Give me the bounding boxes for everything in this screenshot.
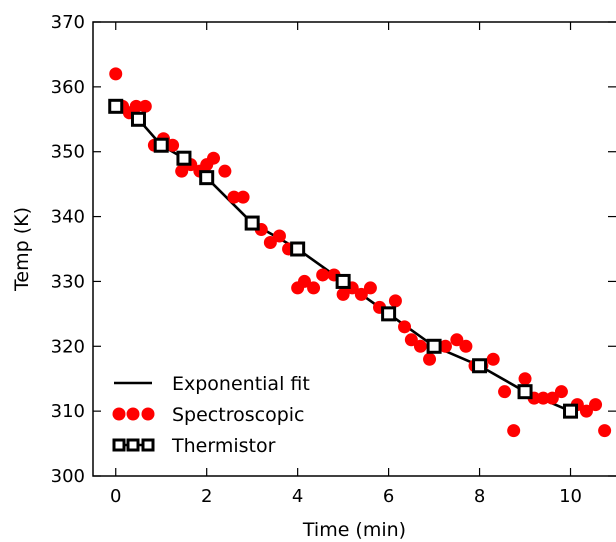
- y-axis-label: Temp (K): [11, 207, 33, 292]
- thermistor-point: [517, 384, 533, 400]
- spectroscopic-point: [307, 281, 321, 295]
- y-tick-label: 330: [51, 271, 85, 292]
- spectroscopic-point: [272, 229, 286, 243]
- thermistor-point: [108, 98, 124, 114]
- spectroscopic-point: [175, 164, 189, 178]
- spectroscopic-point: [507, 424, 521, 438]
- thermistor-point: [563, 403, 579, 419]
- legend-square-swatch: [126, 438, 140, 452]
- spectroscopic-point: [138, 99, 152, 113]
- spectroscopic-point: [218, 164, 232, 178]
- spectroscopic-point: [486, 352, 500, 366]
- legend-dot-swatch: [126, 407, 140, 421]
- thermistor-point: [244, 215, 260, 231]
- spectroscopic-point: [263, 236, 277, 250]
- spectroscopic-point: [227, 190, 241, 204]
- spectroscopic-point: [554, 385, 568, 399]
- y-tick-label: 350: [51, 142, 85, 163]
- x-tick-label: 4: [292, 486, 303, 507]
- thermistor-point: [381, 306, 397, 322]
- legend-label: Exponential fit: [172, 373, 310, 395]
- y-tick-label: 300: [51, 466, 85, 487]
- spectroscopic-point: [363, 281, 377, 295]
- spectroscopic-point: [336, 287, 350, 301]
- x-tick-label: 6: [383, 486, 394, 507]
- spectroscopic-point: [166, 138, 180, 152]
- thermistor-point: [176, 150, 192, 166]
- legend-label: Spectroscopic: [172, 404, 304, 426]
- spectroscopic-point: [388, 294, 402, 308]
- thermistor-point: [290, 241, 306, 257]
- spectroscopic-point: [423, 352, 437, 366]
- x-axis-label: Time (min): [302, 519, 406, 541]
- thermistor-point: [335, 273, 351, 289]
- legend-square-swatch: [141, 438, 155, 452]
- spectroscopic-point: [450, 333, 464, 347]
- legend-dot-swatch: [141, 407, 155, 421]
- spectroscopic-point: [579, 404, 593, 418]
- spectroscopic-point: [354, 287, 368, 301]
- x-tick-label: 0: [110, 486, 121, 507]
- spectroscopic-point: [498, 385, 512, 399]
- spectroscopic-point: [109, 67, 123, 81]
- y-tick-label: 320: [51, 336, 85, 357]
- spectroscopic-point: [398, 320, 412, 334]
- x-tick-label: 2: [201, 486, 212, 507]
- spectroscopic-point: [236, 190, 250, 204]
- x-tick-label: 8: [474, 486, 485, 507]
- thermistor-point: [472, 358, 488, 374]
- legend-label: Thermistor: [171, 435, 276, 457]
- spectroscopic-point: [598, 424, 612, 438]
- legend-dot-swatch: [112, 407, 126, 421]
- spectroscopic-point: [129, 99, 143, 113]
- spectroscopic-point: [589, 398, 603, 412]
- y-tick-label: 370: [51, 12, 85, 33]
- thermistor-point: [426, 338, 442, 354]
- y-tick-label: 360: [51, 77, 85, 98]
- x-tick-label: 10: [559, 486, 582, 507]
- y-tick-label: 340: [51, 207, 85, 228]
- spectroscopic-point: [536, 391, 550, 405]
- thermistor-point: [130, 111, 146, 127]
- spectroscopic-point: [545, 391, 559, 405]
- spectroscopic-point: [404, 333, 418, 347]
- spectroscopic-point: [518, 372, 532, 386]
- y-tick-label: 310: [51, 401, 85, 422]
- legend-square-swatch: [112, 438, 126, 452]
- spectroscopic-point: [207, 151, 221, 165]
- thermistor-point: [199, 170, 215, 186]
- spectroscopic-point: [438, 339, 452, 353]
- spectroscopic-point: [316, 268, 330, 282]
- spectroscopic-point: [413, 339, 427, 353]
- thermistor-point: [153, 137, 169, 153]
- plot-marks: [108, 67, 612, 438]
- axis-ticks: 0 2 4 6 8 10 300 310 320 330 340 350 360 370: [51, 12, 616, 507]
- legend: Exponential fit Spectroscopic Thermistor: [112, 373, 310, 457]
- spectroscopic-point: [459, 339, 473, 353]
- spectroscopic-point: [297, 274, 311, 288]
- plot-frame: [92, 21, 616, 477]
